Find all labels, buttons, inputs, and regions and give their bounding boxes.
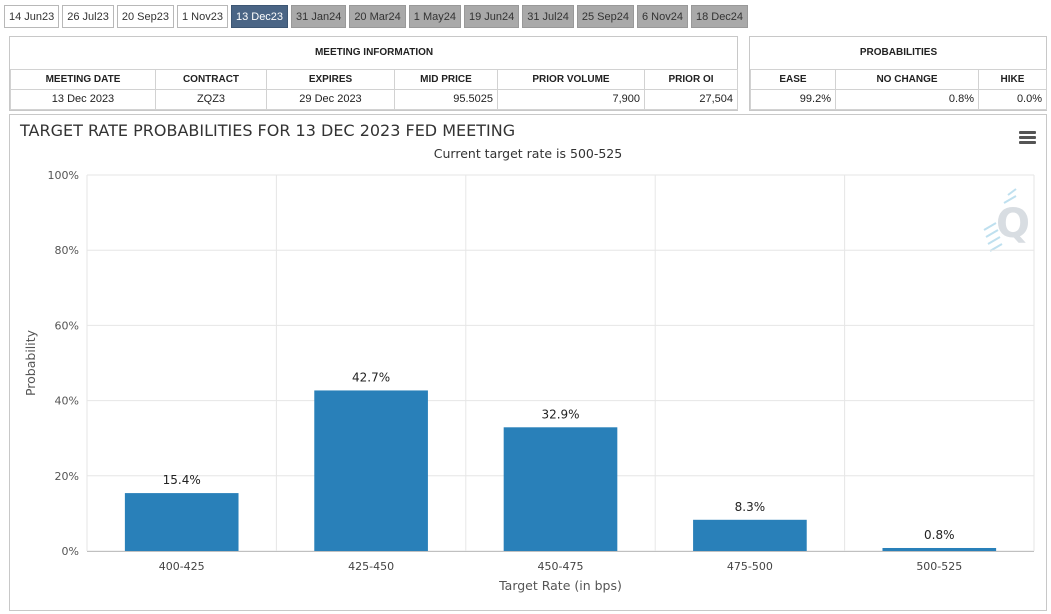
header-expires: EXPIRES [266, 68, 395, 90]
probabilities-title: PROBABILITIES [750, 37, 1047, 70]
tab-14-jun23[interactable]: 14 Jun23 [4, 5, 60, 28]
y-tick-label: 100% [48, 169, 79, 182]
tab-1-may24[interactable]: 1 May24 [408, 5, 461, 28]
x-tick-label: 450-475 [538, 560, 584, 573]
meeting-date-tabs: 14 Jun23 26 Jul23 20 Sep23 1 Nov23 13 Dec23 3… [4, 5, 749, 28]
hamburger-menu-icon[interactable] [1019, 131, 1036, 145]
data-label: 15.4% [163, 473, 201, 487]
header-prior-volume: PRIOR VOLUME [497, 68, 645, 90]
bar-475-500 [693, 519, 807, 551]
tab-1-nov23[interactable]: 1 Nov23 [176, 5, 228, 28]
bar-400-425 [124, 493, 239, 551]
target-rate-chart-panel: TARGET RATE PROBABILITIES FOR 13 DEC 202… [9, 114, 1047, 611]
bar-chart: 0% 20% 40% 60% 80% 100% 15.4% 400-425 42.7% 425-4… [23, 169, 1035, 593]
cme-q-logo-icon: Q [983, 188, 1030, 252]
header-prior-oi: PRIOR OI [643, 68, 739, 90]
y-tick-label: 20% [55, 470, 79, 483]
cell-no-change: 0.8% [835, 88, 979, 110]
tab-31-jan24[interactable]: 31 Jan24 [291, 5, 347, 28]
y-tick-label: 0% [62, 545, 79, 558]
y-axis-title: Probability [23, 329, 38, 396]
tab-20-sep23[interactable]: 20 Sep23 [116, 5, 174, 28]
x-axis-title: Target Rate (in bps) [498, 578, 622, 593]
chart-subtitle: Current target rate is 500-525 [433, 146, 623, 161]
bar-450-475 [503, 427, 618, 551]
x-tick-label: 500-525 [916, 560, 962, 573]
header-meeting-date: MEETING DATE [10, 68, 156, 90]
tab-20-mar24[interactable]: 20 Mar24 [349, 5, 406, 28]
meeting-information-panel: MEETING INFORMATION MEETING DATE CONTRAC… [9, 36, 739, 111]
x-tick-label: 475-500 [727, 560, 773, 573]
x-tick-label: 425-450 [348, 560, 394, 573]
y-tick-label: 60% [55, 319, 79, 332]
tab-25-sep24[interactable]: 25 Sep24 [576, 5, 634, 28]
meeting-information-title: MEETING INFORMATION [10, 37, 738, 70]
cell-prior-oi: 27,504 [643, 88, 739, 110]
tab-19-jun24[interactable]: 19 Jun24 [464, 5, 520, 28]
header-mid-price: MID PRICE [394, 68, 498, 90]
data-label: 32.9% [541, 407, 579, 421]
header-hike: HIKE [977, 68, 1048, 90]
probabilities-panel: PROBABILITIES EASE NO CHANGE HIKE 99.2% … [749, 36, 1048, 111]
cell-hike: 0.0% [977, 88, 1048, 110]
data-label: 8.3% [735, 500, 766, 514]
tab-31-jul24[interactable]: 31 Jul24 [522, 5, 574, 28]
header-no-change: NO CHANGE [835, 68, 979, 90]
chart-title: TARGET RATE PROBABILITIES FOR 13 DEC 202… [20, 121, 516, 140]
cell-ease: 99.2% [750, 88, 836, 110]
cell-prior-volume: 7,900 [497, 88, 645, 110]
header-contract: CONTRACT [155, 68, 267, 90]
tab-13-dec23[interactable]: 13 Dec23 [230, 5, 289, 28]
x-tick-label: 400-425 [159, 560, 205, 573]
y-tick-label: 40% [55, 395, 79, 408]
header-ease: EASE [750, 68, 836, 90]
cell-meeting-date: 13 Dec 2023 [10, 88, 156, 110]
cell-mid-price: 95.5025 [394, 88, 498, 110]
y-tick-label: 80% [55, 244, 79, 257]
tab-6-nov24[interactable]: 6 Nov24 [636, 5, 688, 28]
data-label: 0.8% [924, 528, 955, 542]
bar-500-525 [882, 547, 997, 551]
cell-expires: 29 Dec 2023 [266, 88, 395, 110]
svg-text:Q: Q [996, 201, 1030, 247]
tab-26-jul23[interactable]: 26 Jul23 [62, 5, 114, 28]
cell-contract: ZQZ3 [155, 88, 267, 110]
bar-425-450 [314, 390, 428, 551]
meeting-information-table: MEETING INFORMATION MEETING DATE CONTRAC… [10, 37, 739, 110]
tab-18-dec24[interactable]: 18 Dec24 [690, 5, 749, 28]
data-label: 42.7% [352, 370, 390, 384]
probabilities-table: PROBABILITIES EASE NO CHANGE HIKE 99.2% … [750, 37, 1048, 110]
